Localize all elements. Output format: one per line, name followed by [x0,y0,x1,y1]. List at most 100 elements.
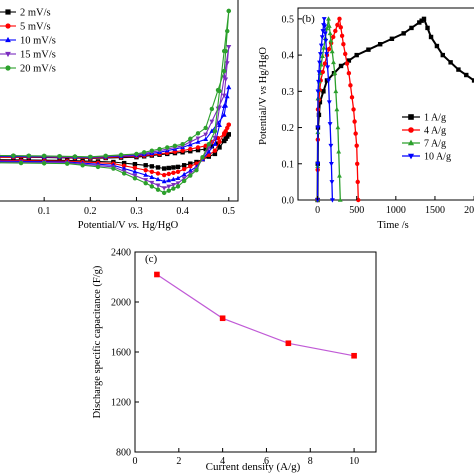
panel-a-series-4-point [149,148,155,153]
panel-c-point [154,271,160,278]
panel-c-x-tick-label: 8 [308,456,313,467]
panel-b-x-tick-label: 0 [315,205,320,216]
panel-a-series-0-point [132,161,138,167]
panel-a-series-4-point [200,154,205,160]
panel-a-series-4-point [180,141,185,147]
panel-a-series-3-point [187,140,193,145]
panel-c-y-tick-label: 2000 [111,298,131,309]
panel-b-series-0-point [377,42,383,47]
panel-a-series-4-point [80,163,85,168]
panel-a-series-4-point [18,160,24,166]
panel-a-series-4-point [175,184,181,189]
panel-a-series-1-point [132,165,138,171]
panel-b-series-0-point [324,78,330,83]
panel-b-legend-label-0: 1 A/g [424,113,446,124]
panel-a-series-2-point [143,172,149,177]
panel-a-series-2-point [149,174,155,179]
panel-a-series-4-point [143,180,148,186]
panel-a-series-4-point [166,188,171,193]
panel-a-series-0-point [215,141,221,146]
panel-a-series-4-point [141,150,147,155]
panel-b-series-2-point [337,197,343,202]
panel-c-x-axis-label: Current density (A/g) [206,461,301,473]
panel-a-series-3-point [195,136,201,141]
panel-c-marks [134,251,377,453]
panel-a-series-2-point [121,165,127,171]
panel-a-series-3-point [161,186,167,191]
panel-b-series-0-point [448,60,453,65]
panel-c-point [219,315,226,322]
panel-b-series-3-point [318,43,324,49]
panel-b-series-2-point [320,53,325,59]
panel-a-series-4-point [212,128,218,134]
panel-a-marks [0,0,239,202]
panel-b-legend-marker-1 [408,127,414,133]
panel-b-series-1-point [337,16,342,22]
panel-a-legend-label-1: 5 mV/s [20,22,51,33]
panel-a-series-2-point [132,169,138,174]
panel-b-legend-marker-3 [407,153,415,160]
panel-a-series-4-point [195,131,201,136]
panel-b-series-0-point [419,18,424,23]
panel-a-series-0-point [149,164,155,169]
panel-a-series-4-point [88,154,93,160]
panel-c-series-line [156,274,355,357]
panel-b-series-0-point [421,16,427,22]
panel-a-series-4-point [155,187,161,192]
panel-a-series-4-point [41,153,47,159]
panel-b-y-ticks: 0.0 0.1 0.2 0.3 0.4 0.5 [282,14,302,207]
panel-b-series-1-point [344,61,350,66]
panel-c-capacitance-plot: (c) 0 2 4 6 8 10 800 1200 1600 2000 2400 Current … [92,248,377,473]
panel-a-series-2-point [226,84,232,90]
panel-a-series-0-point [221,138,227,144]
panel-a-legend-label-3: 15 mV/s [20,50,56,61]
panel-a-series-4-point [194,167,199,173]
panel-a-series-0-point [166,165,171,171]
panel-a-series-4-point [65,161,70,166]
panel-b-series-1-point [341,42,346,47]
panel-c-x-tick-label: 0 [133,456,138,467]
panel-a-x-tick-label: 0.4 [176,206,189,217]
panel-b-series-3-point [319,35,325,40]
panel-a-x-tick-label: 0.1 [38,206,51,217]
panel-a-series-4-point [132,176,138,181]
panel-a-series-4-point [57,153,62,159]
panel-c-y-tick-label: 800 [116,448,131,459]
panel-a-series-4-point [206,141,211,147]
panel-b-series-1-point [355,161,360,166]
panel-a-legend-label-4: 20 mV/s [20,64,56,75]
panel-a-cv-plot: 2 mV/s 5 mV/s 10 mV/s 15 mV/s 20 mV/s 0.1 0.2… [0,0,239,231]
panel-b-series-0-point [409,25,414,31]
panel-a-series-2-point [203,136,209,142]
panel-a-series-4-point [171,186,176,191]
panel-a-series-1-point [175,169,181,174]
panel-a-series-4-point [225,28,230,34]
panel-a-series-0-point [217,145,222,150]
panel-a-series-3-point [143,178,149,183]
panel-a-series-4-point [134,151,139,157]
panel-b-series-0-point [456,67,461,72]
panel-a-series-3-point [132,173,138,179]
panel-b-series-3-point [324,52,330,57]
panel-a-series-0-point [121,160,127,166]
panel-a-series-3-point [170,183,176,188]
panel-b-series-3-point [316,79,321,85]
panel-a-series-3-point [212,135,218,141]
panel-c-y-ticks: 800 1200 1600 2000 2400 [111,248,139,459]
panel-a-series-2-point [181,171,187,177]
panel-b-series-2-point [335,124,341,130]
panel-a-series-0-point [226,132,231,137]
panel-a-series-3-point [181,176,187,181]
panel-b-series-0-point [317,99,323,105]
panel-a-series-0-point [188,161,193,166]
panel-b-series-3-point [322,31,328,36]
panel-b-series-3-point [330,198,335,203]
panel-a-series-2-point [195,139,201,144]
panel-c-frame [134,251,377,453]
panel-b-y-tick-label: 0.3 [282,87,295,98]
panel-a-series-2-point [224,93,230,99]
panel-b-y-axis-label: Potential/V vs Hg/HgO [258,47,269,145]
panel-a-series-2-point [175,175,181,181]
panel-c-x-tick-label: 10 [349,456,359,467]
panel-a-series-4-point [226,8,231,14]
